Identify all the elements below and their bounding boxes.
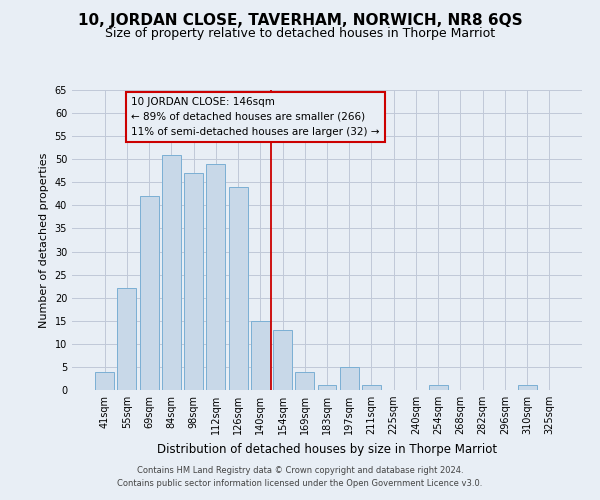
Bar — [295, 372, 314, 390]
Bar — [273, 330, 292, 390]
Bar — [162, 154, 181, 390]
Bar — [317, 386, 337, 390]
Bar — [140, 196, 158, 390]
Y-axis label: Number of detached properties: Number of detached properties — [39, 152, 49, 328]
Bar — [429, 386, 448, 390]
Bar — [229, 187, 248, 390]
X-axis label: Distribution of detached houses by size in Thorpe Marriot: Distribution of detached houses by size … — [157, 442, 497, 456]
Bar — [206, 164, 225, 390]
Bar — [118, 288, 136, 390]
Bar — [184, 173, 203, 390]
Text: Size of property relative to detached houses in Thorpe Marriot: Size of property relative to detached ho… — [105, 28, 495, 40]
Bar — [251, 321, 270, 390]
Bar — [95, 372, 114, 390]
Bar — [340, 367, 359, 390]
Bar — [518, 386, 536, 390]
Text: 10, JORDAN CLOSE, TAVERHAM, NORWICH, NR8 6QS: 10, JORDAN CLOSE, TAVERHAM, NORWICH, NR8… — [77, 12, 523, 28]
Text: 10 JORDAN CLOSE: 146sqm
← 89% of detached houses are smaller (266)
11% of semi-d: 10 JORDAN CLOSE: 146sqm ← 89% of detache… — [131, 97, 380, 136]
Text: Contains HM Land Registry data © Crown copyright and database right 2024.
Contai: Contains HM Land Registry data © Crown c… — [118, 466, 482, 487]
Bar — [362, 386, 381, 390]
